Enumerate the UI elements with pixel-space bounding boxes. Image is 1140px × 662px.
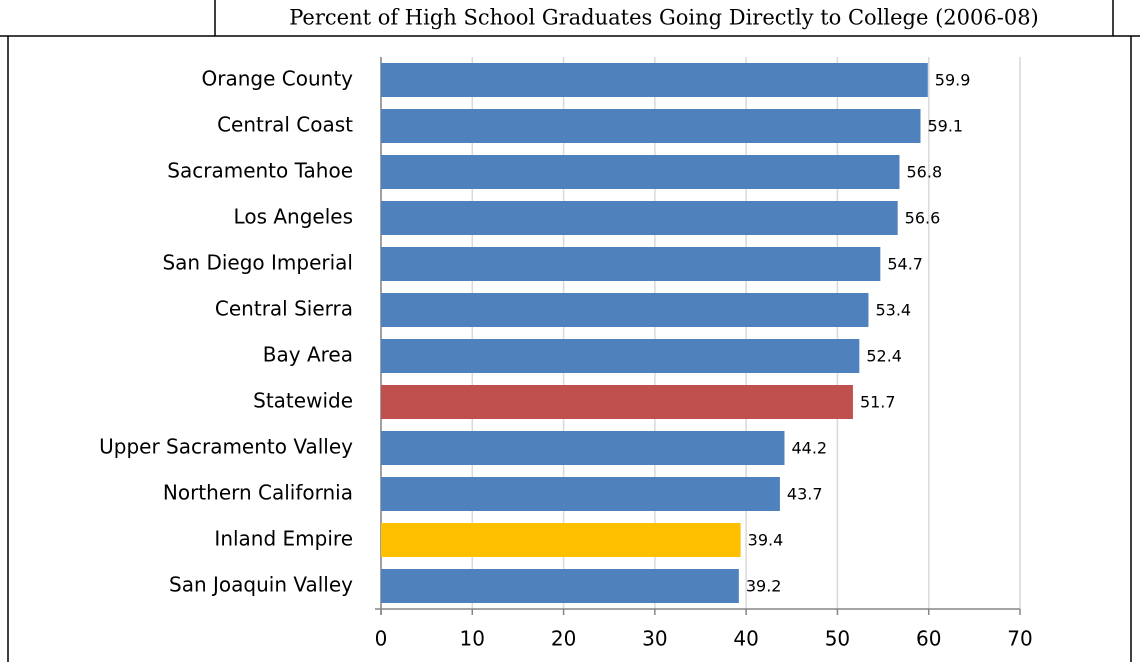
y-tick-label: Inland Empire <box>214 527 353 551</box>
y-tick-label: Upper Sacramento Valley <box>99 435 353 459</box>
y-tick-label: Central Coast <box>217 113 353 137</box>
value-label: 56.6 <box>905 209 941 228</box>
bar <box>381 569 739 603</box>
y-tick-label: Statewide <box>253 389 353 413</box>
value-label: 59.9 <box>935 71 971 90</box>
bar <box>381 477 780 511</box>
value-label: 56.8 <box>907 163 943 182</box>
bar <box>381 109 921 143</box>
y-tick-label: San Diego Imperial <box>162 251 353 275</box>
x-tick-label: 50 <box>825 627 850 651</box>
bar <box>381 385 853 419</box>
value-label: 54.7 <box>887 255 923 274</box>
x-tick-label: 40 <box>733 627 758 651</box>
chart-title: Percent of High School Graduates Going D… <box>289 6 1039 30</box>
bar <box>381 523 741 557</box>
value-label: 51.7 <box>860 393 896 412</box>
x-tick-label: 60 <box>916 627 941 651</box>
bar <box>381 201 898 235</box>
bar <box>381 431 785 465</box>
value-label: 53.4 <box>875 301 911 320</box>
value-label: 52.4 <box>866 347 902 366</box>
bar <box>381 247 881 281</box>
value-label: 44.2 <box>791 439 827 458</box>
y-tick-label: Bay Area <box>263 343 353 367</box>
x-tick-label: 20 <box>551 627 576 651</box>
y-tick-label: San Joaquin Valley <box>169 573 353 597</box>
bar <box>381 63 928 97</box>
bar <box>381 155 900 189</box>
x-tick-label: 0 <box>375 627 388 651</box>
bar <box>381 339 860 373</box>
bar <box>381 293 869 327</box>
x-tick-label: 30 <box>642 627 667 651</box>
x-tick-label: 70 <box>1007 627 1032 651</box>
value-label: 59.1 <box>927 117 963 136</box>
y-tick-label: Los Angeles <box>234 205 353 229</box>
y-tick-label: Orange County <box>202 67 354 91</box>
y-tick-label: Northern California <box>163 481 353 505</box>
value-label: 43.7 <box>787 485 823 504</box>
y-tick-label: Sacramento Tahoe <box>167 159 353 183</box>
x-tick-label: 10 <box>460 627 485 651</box>
value-label: 39.4 <box>748 531 784 550</box>
value-label: 39.2 <box>746 577 782 596</box>
y-tick-label: Central Sierra <box>215 297 353 321</box>
